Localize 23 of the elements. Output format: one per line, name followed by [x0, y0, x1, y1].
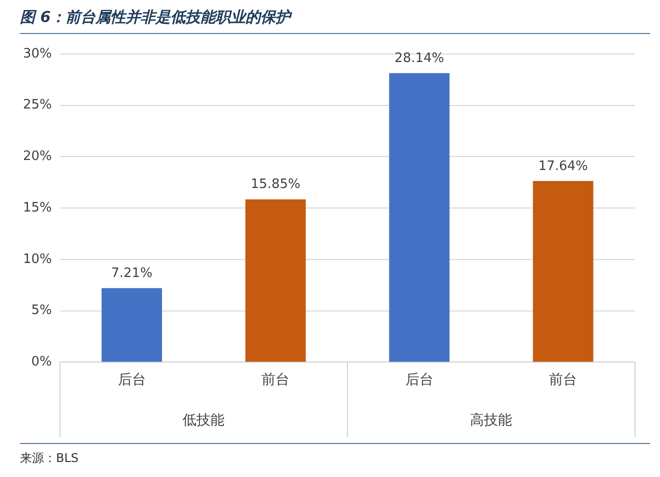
bar [245, 199, 306, 362]
source-note: 来源：BLS [20, 443, 650, 467]
bar [102, 288, 162, 362]
x-tick-label: 前台 [262, 372, 290, 388]
text: 高技能 [470, 412, 512, 429]
x-tick-label: 后台 [405, 372, 434, 388]
y-tick-label: 5% [31, 303, 52, 318]
chart-title: 图 6：前台属性并非是低技能职业的保护 [20, 8, 650, 34]
y-tick-label: 0% [31, 354, 52, 370]
x-tick-label: 后台 [118, 372, 146, 388]
y-tick-label: 25% [22, 98, 52, 113]
data-label: 7.21% [111, 266, 152, 282]
bar [389, 73, 450, 362]
bar [532, 180, 594, 362]
data-label: 15.85% [250, 177, 300, 192]
data-label: 17.64% [538, 158, 588, 174]
x-tick-label: 前台 [549, 372, 578, 388]
y-tick-label: 20% [22, 149, 52, 164]
y-tick-label: 30% [22, 46, 52, 62]
y-tick-label: 10% [22, 252, 52, 267]
y-tick-label: 15% [22, 200, 52, 216]
data-label: 28.14% [394, 50, 444, 66]
text: 低技能 [182, 412, 225, 429]
